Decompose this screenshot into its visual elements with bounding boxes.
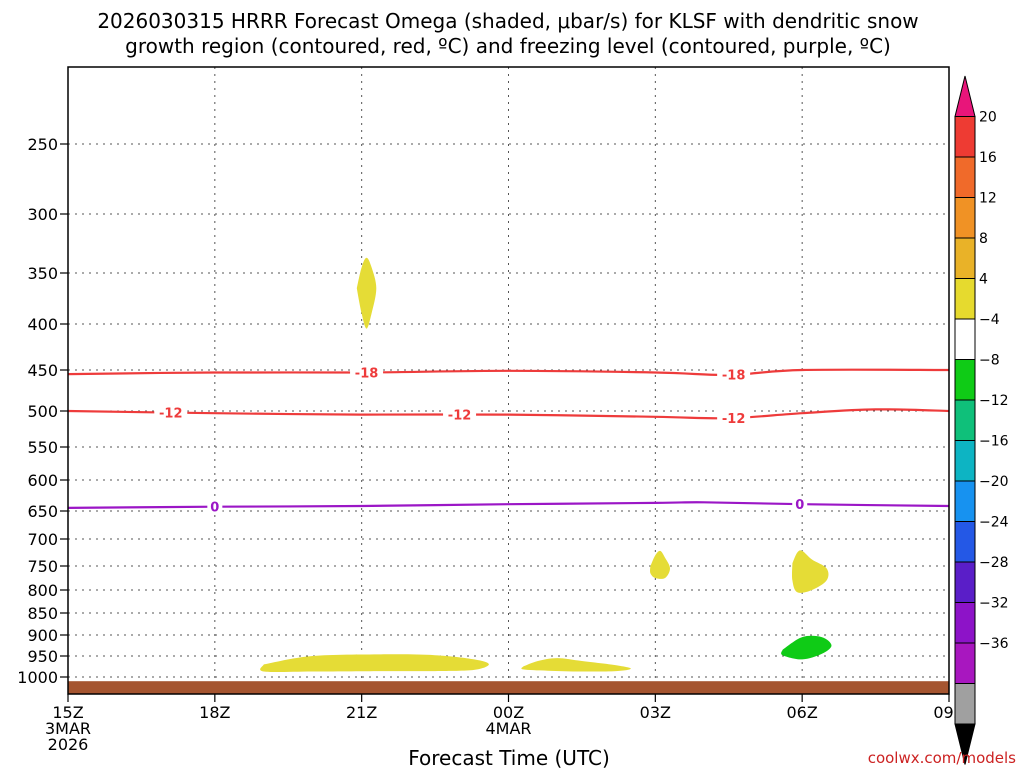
x-tick-label-0-2: 2026 — [48, 735, 89, 754]
omega-4to8-c — [792, 550, 829, 593]
colorbar-label-1: 16 — [979, 150, 997, 166]
colorbar-label-4: 4 — [979, 272, 988, 288]
dgz-minus18-line — [67, 368, 950, 377]
y-tick-label-800: 800 — [27, 581, 58, 600]
colorbar-label-2: 12 — [979, 191, 997, 207]
y-tick-label-750: 750 — [27, 557, 58, 576]
colorbar-label-6: −8 — [979, 353, 1000, 369]
credit-text: coolwx.com/models — [868, 749, 1016, 767]
omega-shaded-regions — [260, 257, 832, 673]
chart-title-line1: 2026030315 HRRR Forecast Omega (shaded, … — [97, 9, 918, 33]
dgz-minus12-label-2: -12 — [722, 412, 746, 427]
colorbar-label-0: 20 — [979, 110, 997, 126]
y-tick-label-300: 300 — [27, 205, 58, 224]
x-tick-label-15-0: 06Z — [787, 703, 818, 722]
dgz-minus12-label-1: -12 — [448, 409, 472, 424]
omega-4to8-d — [260, 654, 489, 673]
dgz-minus18-label-bg-1 — [717, 366, 751, 383]
y-tick-label-350: 350 — [27, 264, 58, 283]
omega-4to8-b — [650, 550, 670, 579]
omega-4to8-a — [356, 257, 377, 329]
y-tick-label-900: 900 — [27, 626, 58, 645]
dgz-minus18-label-1: -18 — [722, 369, 746, 384]
colorbar-label-11: −28 — [979, 555, 1009, 571]
y-tick-label-250: 250 — [27, 135, 58, 154]
y-tick-label-850: 850 — [27, 604, 58, 623]
colorbar-segment-8 — [954, 399, 976, 441]
y-tick-label-650: 650 — [27, 502, 58, 521]
contours: -18 -18 -12 -12 -12 0 0 — [67, 364, 950, 516]
colorbar-segment-1 — [954, 116, 976, 158]
x-tick-label-3-0: 18Z — [199, 703, 230, 722]
colorbar-label-5: −4 — [979, 312, 1000, 328]
y-tick-label-500: 500 — [27, 402, 58, 421]
x-tick-label-9-0: 00Z — [493, 703, 524, 722]
y-tick-label-1000: 1000 — [17, 668, 58, 687]
colorbar-segment-11 — [954, 521, 976, 563]
freezing-level-label-bg-1 — [792, 496, 808, 513]
freezing-level-label-bg-0 — [207, 498, 223, 515]
x-tick-label-0-1: 3MAR — [45, 719, 91, 738]
ground-terrain — [68, 681, 949, 694]
colorbar-label-8: −16 — [979, 434, 1009, 450]
dgz-minus12-label-bg-2 — [717, 409, 751, 426]
colorbar-segment-12 — [954, 561, 976, 603]
y-tick-label-400: 400 — [27, 315, 58, 334]
x-axis-label: Forecast Time (UTC) — [408, 746, 610, 768]
freezing-level-label-1: 0 — [795, 498, 804, 513]
colorbar-segment-3 — [954, 197, 976, 239]
dgz-minus12-label-0: -12 — [159, 407, 183, 422]
colorbar-segment-4 — [954, 237, 976, 279]
dgz-minus18-label-0: -18 — [355, 366, 379, 381]
x-tick-label-12-0: 03Z — [640, 703, 671, 722]
colorbar-segment-15 — [954, 683, 976, 725]
y-axis: 250 300 350 400 450 500 550 600 650 700 750 800 850 9… — [17, 135, 68, 687]
y-tick-label-700: 700 — [27, 530, 58, 549]
x-tick-label-9-1: 4MAR — [485, 719, 531, 738]
dgz-minus12-label-bg-0 — [154, 404, 188, 421]
chart-title-line2: growth region (contoured, red, ºC) and f… — [125, 34, 891, 58]
colorbar-segment-6 — [954, 318, 976, 360]
omega-minus4to-8 — [781, 635, 832, 660]
colorbar-segment-10 — [954, 480, 976, 522]
y-tick-label-450: 450 — [27, 361, 58, 380]
colorbar-top-arrow — [954, 75, 976, 117]
colorbar-segment-9 — [954, 440, 976, 482]
freezing-level-label-0: 0 — [210, 501, 219, 516]
colorbar-segment-14 — [954, 642, 976, 684]
colorbar-label-13: −36 — [979, 636, 1009, 652]
dgz-minus12-line — [67, 408, 950, 420]
x-tick-label-0-0: 15Z — [52, 703, 83, 722]
colorbar-bottom-arrow — [954, 723, 976, 765]
y-tick-label-600: 600 — [27, 471, 58, 490]
colorbar-segment-13 — [954, 602, 976, 644]
y-tick-label-950: 950 — [27, 647, 58, 666]
colorbar-label-12: −32 — [979, 596, 1009, 612]
y-tick-label-550: 550 — [27, 438, 58, 457]
colorbar: 20 16 12 8 4 −4 −8 −12 −16 −20 −24 −28 −32 −36 — [954, 75, 1009, 765]
x-tick-label-6-0: 21Z — [346, 703, 377, 722]
colorbar-segment-2 — [954, 156, 976, 198]
dgz-minus18-label-bg-0 — [350, 364, 384, 381]
colorbar-label-10: −24 — [979, 515, 1009, 531]
omega-4to8-e — [521, 658, 631, 672]
colorbar-segment-5 — [954, 278, 976, 320]
colorbar-label-3: 8 — [979, 231, 988, 247]
dgz-minus12-label-bg-1 — [443, 406, 477, 423]
colorbar-label-7: −12 — [979, 393, 1009, 409]
colorbar-segment-7 — [954, 359, 976, 401]
colorbar-label-9: −20 — [979, 474, 1009, 490]
